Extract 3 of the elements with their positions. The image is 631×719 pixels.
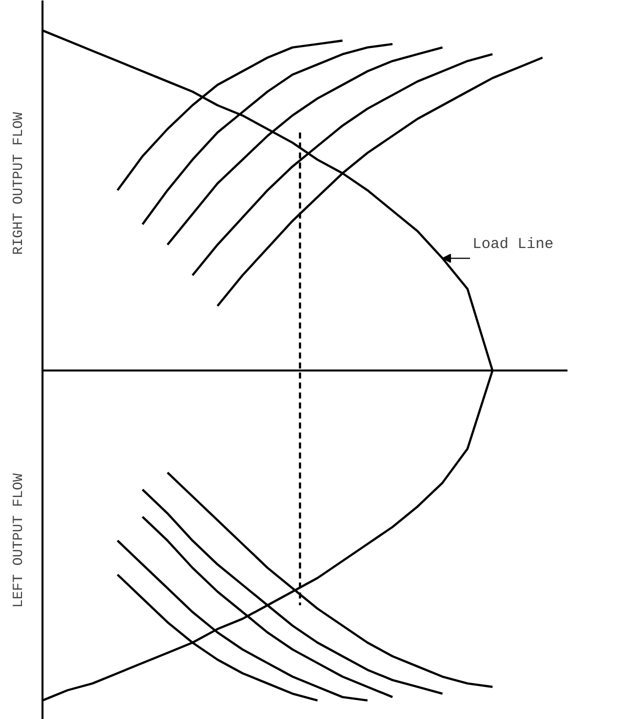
- annotation: Load Line: [472, 236, 554, 254]
- y-axis-title: RIGHT OUTPUT FLOW: [10, 111, 27, 255]
- text: LEFT OUTPUT FLOW: [10, 472, 27, 608]
